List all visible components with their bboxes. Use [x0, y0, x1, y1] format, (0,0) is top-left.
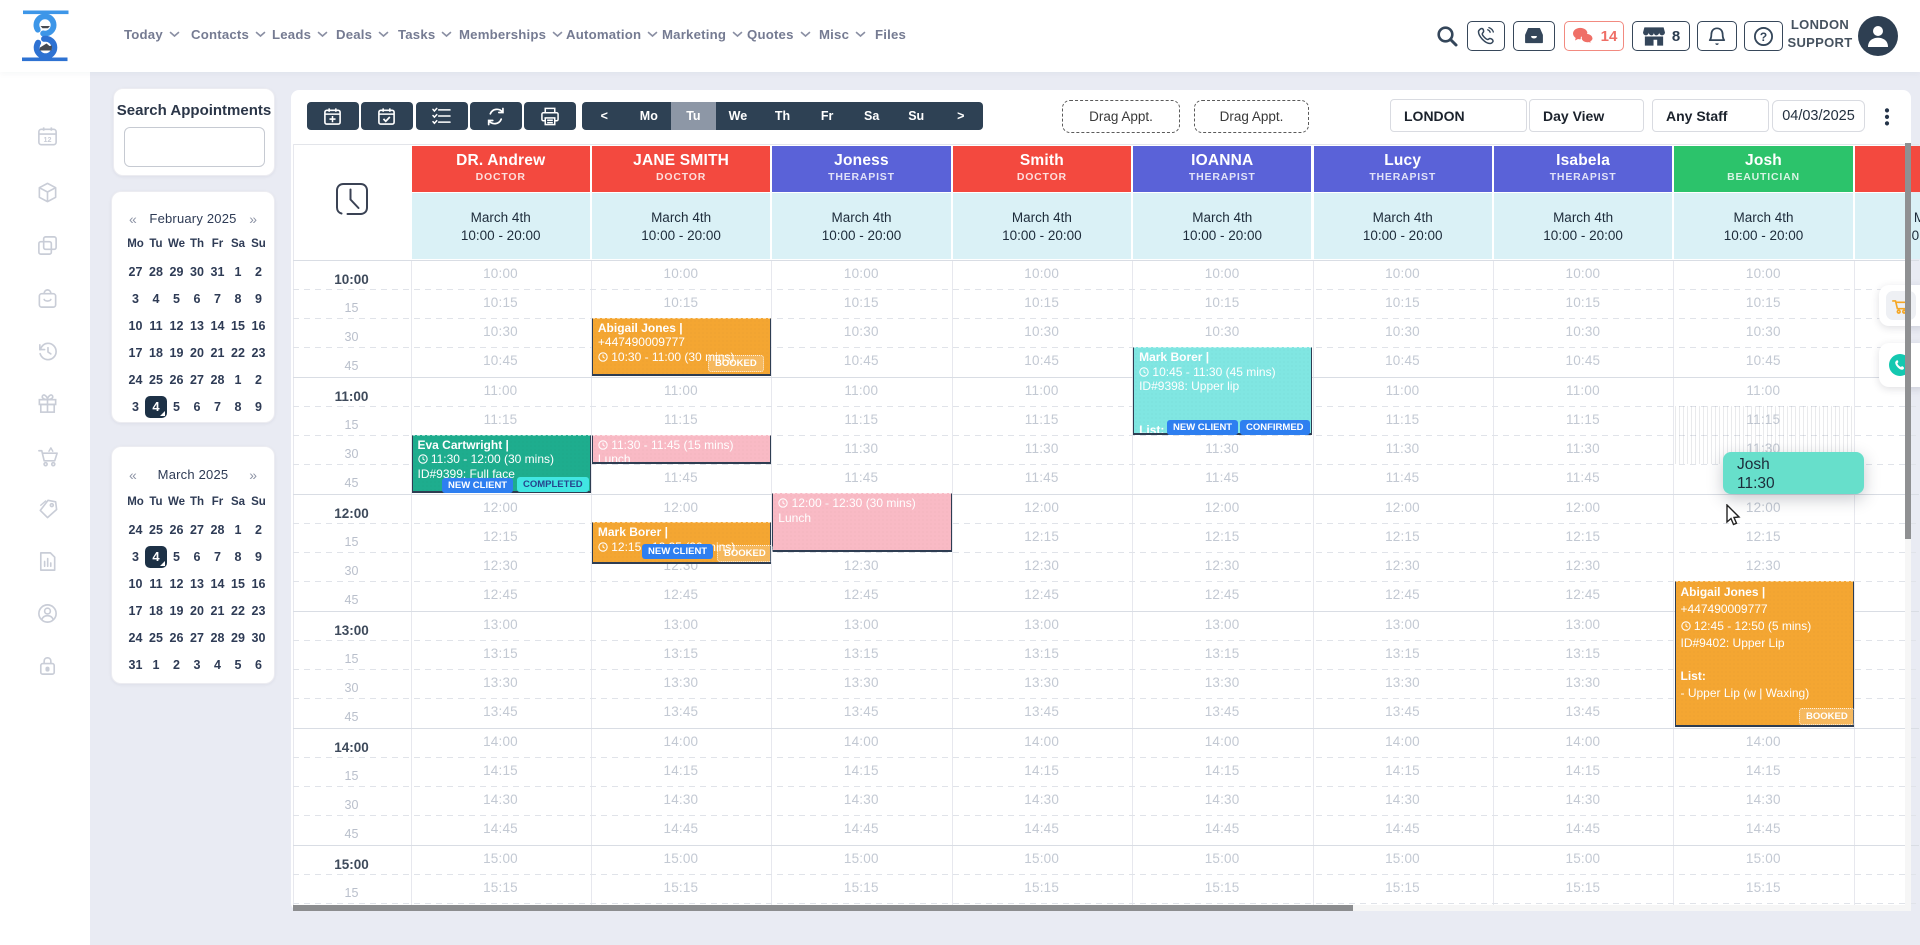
svg-text:12: 12	[44, 136, 52, 144]
svg-text:?: ?	[1760, 29, 1767, 43]
